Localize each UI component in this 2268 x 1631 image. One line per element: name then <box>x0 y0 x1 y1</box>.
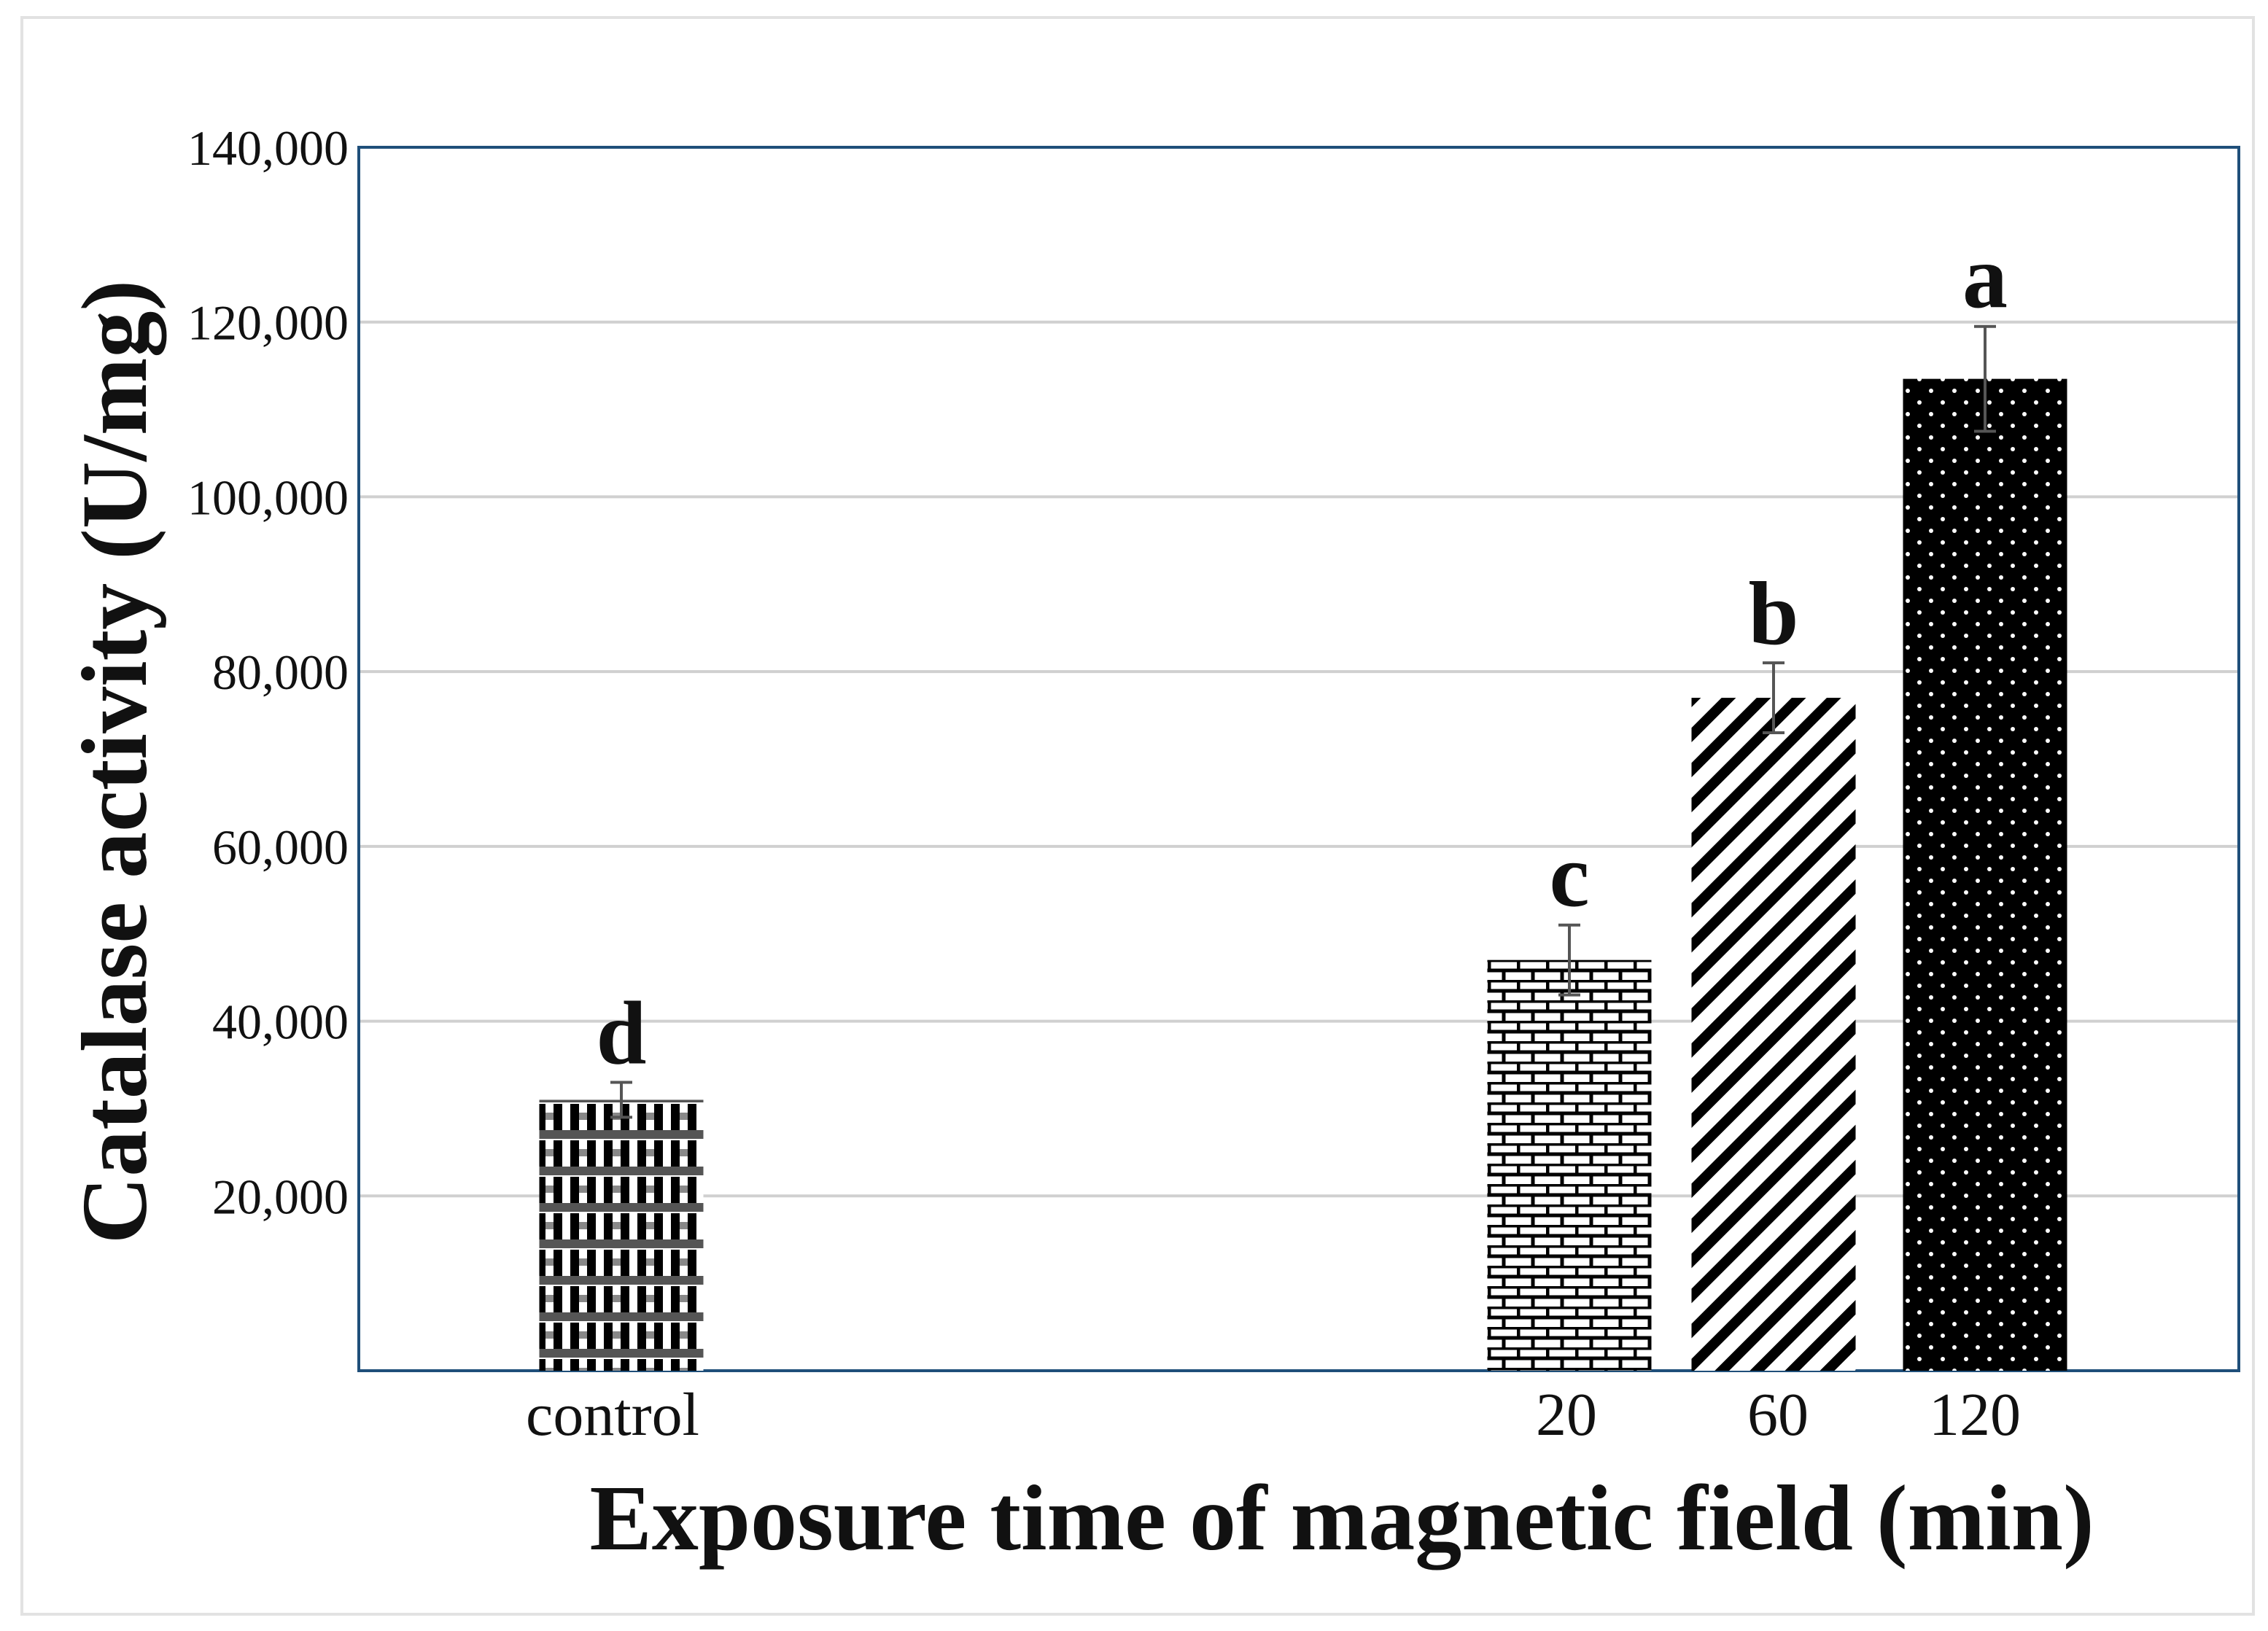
y-axis-title: Catalase activity (U/mg) <box>63 280 166 1244</box>
y-tick-label: 40,000 <box>212 994 349 1050</box>
error-bar-120 <box>1974 324 1996 433</box>
bars <box>539 378 2067 1371</box>
x-tick-label: 60 <box>1747 1381 1809 1449</box>
significance-letters: d c b a <box>597 227 2008 1083</box>
y-tick-label: 140,000 <box>187 120 349 176</box>
plot-frame <box>357 146 2240 1372</box>
error-bar-control <box>610 1081 632 1119</box>
error-bar-20 <box>1558 923 1580 997</box>
y-tick-label: 80,000 <box>212 645 349 700</box>
significance-letter: a <box>1962 227 2008 327</box>
figure-border <box>20 16 2255 1616</box>
y-tick-label: 120,000 <box>187 295 349 351</box>
significance-letter: c <box>1549 826 1589 926</box>
error-bar-60 <box>1763 661 1785 735</box>
x-axis-title: Exposure time of magnetic field (min) <box>589 1466 2094 1570</box>
error-bars <box>610 324 1996 1119</box>
x-tick-label: 20 <box>1536 1381 1597 1449</box>
bar-120 <box>1903 378 2067 1371</box>
bar-20 <box>1487 959 1652 1371</box>
x-tick-label: 120 <box>1929 1381 2021 1449</box>
x-tick-label: control <box>526 1381 699 1449</box>
bar-control <box>539 1099 704 1371</box>
y-tick-label: 100,000 <box>187 470 349 525</box>
bar-60 <box>1691 698 1856 1371</box>
y-tick-label: 20,000 <box>212 1169 349 1224</box>
significance-letter: d <box>597 983 647 1083</box>
y-tick-labels: 20,000 40,000 60,000 80,000 100,000 120,000 14… <box>187 120 349 1224</box>
y-tick-label: 60,000 <box>212 820 349 875</box>
significance-letter: b <box>1749 564 1799 663</box>
x-tick-labels: control 20 60 120 <box>526 1381 2021 1449</box>
